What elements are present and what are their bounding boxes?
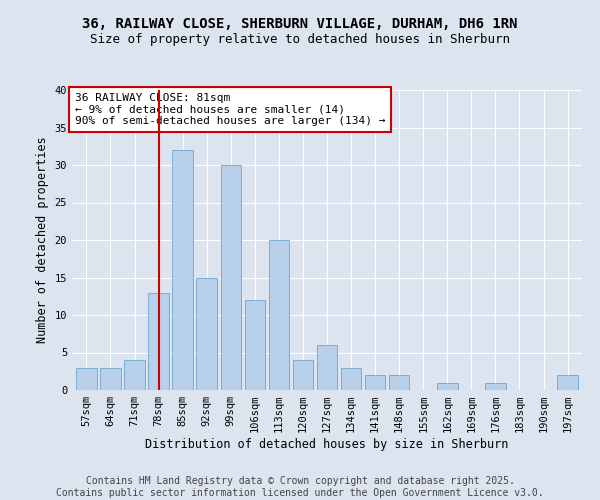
Bar: [196, 278, 217, 390]
Bar: [269, 240, 289, 390]
Bar: [124, 360, 145, 390]
Bar: [293, 360, 313, 390]
Text: Contains HM Land Registry data © Crown copyright and database right 2025.
Contai: Contains HM Land Registry data © Crown c…: [56, 476, 544, 498]
Bar: [100, 368, 121, 390]
Bar: [557, 375, 578, 390]
Bar: [148, 292, 169, 390]
Text: 36 RAILWAY CLOSE: 81sqm
← 9% of detached houses are smaller (14)
90% of semi-det: 36 RAILWAY CLOSE: 81sqm ← 9% of detached…: [74, 93, 385, 126]
Y-axis label: Number of detached properties: Number of detached properties: [36, 136, 49, 344]
Bar: [341, 368, 361, 390]
Bar: [437, 382, 458, 390]
Bar: [221, 165, 241, 390]
X-axis label: Distribution of detached houses by size in Sherburn: Distribution of detached houses by size …: [145, 438, 509, 451]
Text: 36, RAILWAY CLOSE, SHERBURN VILLAGE, DURHAM, DH6 1RN: 36, RAILWAY CLOSE, SHERBURN VILLAGE, DUR…: [82, 18, 518, 32]
Bar: [172, 150, 193, 390]
Bar: [245, 300, 265, 390]
Bar: [365, 375, 385, 390]
Bar: [389, 375, 409, 390]
Bar: [317, 345, 337, 390]
Text: Size of property relative to detached houses in Sherburn: Size of property relative to detached ho…: [90, 32, 510, 46]
Bar: [76, 368, 97, 390]
Bar: [485, 382, 506, 390]
